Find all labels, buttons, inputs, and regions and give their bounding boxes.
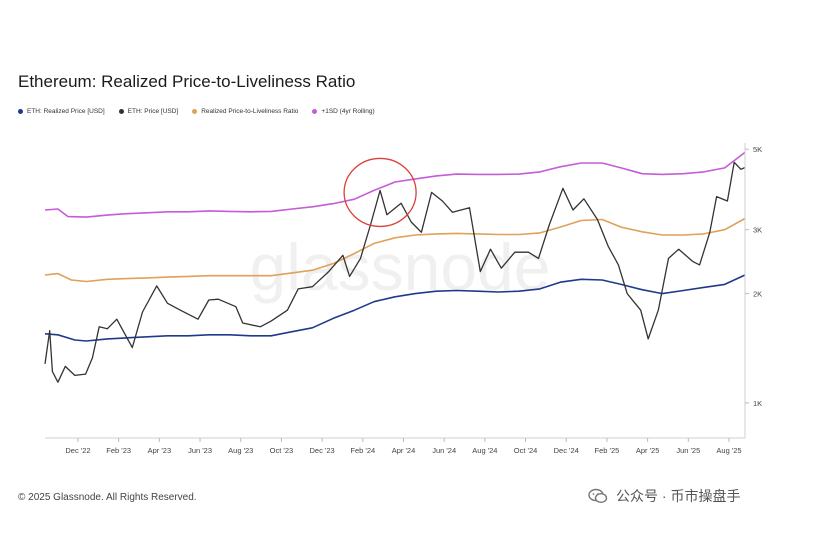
x-tick-label: Jun '25	[676, 446, 700, 455]
annotation-circle	[343, 157, 417, 228]
x-tick-label: Jun '24	[432, 446, 456, 455]
wechat-account-label: 公众号 · 币市操盘手	[616, 488, 741, 504]
x-tick-label: Dec '24	[554, 446, 579, 455]
x-tick-label: Jun '23	[188, 446, 212, 455]
legend-item-realized-price[interactable]: ETH: Realized Price [USD]	[18, 108, 105, 115]
x-tick-label: Feb '25	[595, 446, 620, 455]
legend-label: +1SD (4yr Rolling)	[321, 108, 375, 115]
x-tick-label: Apr '23	[148, 446, 172, 455]
x-tick-label: Dec '23	[310, 446, 335, 455]
series-price-line[interactable]	[44, 161, 746, 383]
y-tick-label: 3K	[753, 226, 762, 235]
x-tick-label: Aug '25	[716, 446, 741, 455]
axes-layer: Dec '22 Feb '23 Apr '23 Jun '23 Aug '23 Oct '…	[45, 143, 762, 455]
x-tick-label: Aug '23	[228, 446, 253, 455]
x-tick-label: Oct '24	[514, 446, 538, 455]
y-tick-label: 2K	[753, 290, 762, 299]
legend-item-price[interactable]: ETH: Price [USD]	[118, 108, 179, 115]
legend-label: ETH: Realized Price [USD]	[27, 108, 105, 115]
legend-label: ETH: Price [USD]	[127, 108, 179, 115]
series-plus-1sd-line[interactable]	[44, 151, 746, 218]
legend-dot	[118, 109, 124, 114]
x-tick-label: Dec '22	[65, 446, 90, 455]
legend-item-plus-1sd[interactable]: +1SD (4yr Rolling)	[312, 108, 375, 115]
series-layer	[44, 151, 746, 383]
watermark: glassnode	[250, 230, 551, 304]
legend-item-liveliness-ratio[interactable]: Realized Price-to-Liveliness Ratio	[192, 108, 298, 115]
legend-label: Realized Price-to-Liveliness Ratio	[201, 108, 299, 115]
x-tick-label: Apr '25	[636, 446, 660, 455]
chart-title: Ethereum: Realized Price-to-Liveliness R…	[18, 72, 356, 91]
y-tick-label: 1K	[753, 399, 762, 408]
series-liveliness-ratio-line[interactable]	[44, 217, 746, 283]
wechat-icon	[588, 488, 608, 504]
copyright-footer: © 2025 Glassnode. All Rights Reserved.	[18, 492, 197, 503]
legend-dot	[192, 109, 198, 114]
x-tick-label: Oct '23	[270, 446, 294, 455]
wechat-watermark: 公众号 · 币市操盘手	[588, 486, 740, 506]
y-tick-label: 5K	[753, 145, 762, 154]
x-tick-label: Feb '24	[350, 446, 375, 455]
legend-dot	[312, 109, 318, 114]
x-tick-label: Aug '24	[472, 446, 497, 455]
legend-dot	[18, 109, 23, 114]
x-tick-label: Feb '23	[106, 446, 131, 455]
legend: ETH: Realized Price [USD] ETH: Price [US…	[18, 108, 375, 115]
x-tick-label: Apr '24	[392, 446, 416, 455]
